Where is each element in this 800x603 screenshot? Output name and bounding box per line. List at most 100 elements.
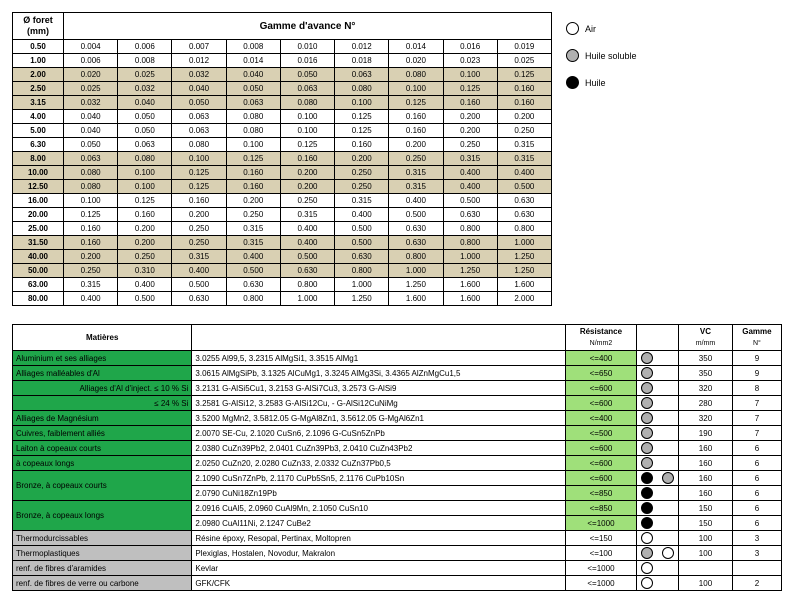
- feed-value-cell: 0.080: [226, 124, 280, 138]
- coolant2-header: [658, 325, 679, 351]
- vc-cell: 150: [679, 516, 733, 531]
- feed-value-cell: 0.250: [118, 250, 172, 264]
- feed-value-cell: 0.500: [172, 278, 226, 292]
- diameter-cell: 3.15: [13, 96, 64, 110]
- feed-value-cell: 0.630: [280, 264, 334, 278]
- coolant-secondary-cell: [658, 531, 679, 546]
- coolant-secondary-cell: [658, 426, 679, 441]
- material-name-cell: Alliages de Magnésium: [13, 411, 192, 426]
- coolant-primary-cell: [636, 411, 657, 426]
- feed-value-cell: 0.500: [280, 250, 334, 264]
- feed-value-cell: 0.800: [443, 236, 497, 250]
- feed-value-cell: 0.063: [118, 138, 172, 152]
- designation-cell: 2.0070 SE-Cu, 2.1020 CuSn6, 2.1096 G-CuS…: [192, 426, 566, 441]
- material-name-cell: Bronze, à copeaux longs: [13, 501, 192, 531]
- legend-soluble-label: Huile soluble: [585, 51, 637, 61]
- feed-header-diameter: Ø foret(mm): [13, 13, 64, 40]
- material-row: Laiton à copeaux courts2.0380 CuZn39Pb2,…: [13, 441, 782, 456]
- coolant-primary-cell: [636, 561, 657, 576]
- gamme-header: GammeN°: [732, 325, 781, 351]
- feed-value-cell: 0.080: [280, 96, 334, 110]
- coolant-primary-cell: [636, 501, 657, 516]
- feed-value-cell: 0.250: [335, 180, 389, 194]
- feed-row: 2.500.0250.0320.0400.0500.0630.0800.1000…: [13, 82, 552, 96]
- coolant-primary-cell: [636, 531, 657, 546]
- feed-value-cell: 1.250: [497, 250, 551, 264]
- coolant-secondary-cell: [658, 381, 679, 396]
- feed-value-cell: 0.160: [280, 152, 334, 166]
- gamme-cell: 6: [732, 516, 781, 531]
- diameter-cell: 10.00: [13, 166, 64, 180]
- coolant-primary-cell: [636, 546, 657, 561]
- oil-icon: [641, 517, 653, 529]
- feed-value-cell: 0.016: [443, 40, 497, 54]
- feed-row: 16.000.1000.1250.1600.2000.2500.3150.400…: [13, 194, 552, 208]
- feed-value-cell: 1.000: [443, 250, 497, 264]
- feed-value-cell: 0.006: [64, 54, 118, 68]
- feed-value-cell: 0.400: [280, 236, 334, 250]
- designation-cell: 2.0916 CuAl5, 2.0960 CuAl9Mn, 2.1050 CuS…: [192, 501, 566, 516]
- feed-value-cell: 1.250: [443, 264, 497, 278]
- gamme-cell: 3: [732, 531, 781, 546]
- coolant-secondary-cell: [658, 456, 679, 471]
- legend-oil-label: Huile: [585, 78, 606, 88]
- vc-cell: 150: [679, 501, 733, 516]
- designation-cell: 3.0615 AlMgSiPb, 3.1325 AlCuMg1, 3.3245 …: [192, 366, 566, 381]
- material-row: Alliages de Magnésium3.5200 MgMn2, 3.581…: [13, 411, 782, 426]
- feed-value-cell: 0.080: [64, 180, 118, 194]
- material-row: Aluminium et ses alliages3.0255 Al99,5, …: [13, 351, 782, 366]
- feed-value-cell: 0.315: [335, 194, 389, 208]
- feed-value-cell: 0.500: [226, 264, 280, 278]
- feed-value-cell: 1.600: [389, 292, 443, 306]
- feed-row: 2.000.0200.0250.0320.0400.0500.0630.0800…: [13, 68, 552, 82]
- feed-value-cell: 0.006: [118, 40, 172, 54]
- feed-value-cell: 0.063: [226, 96, 280, 110]
- feed-value-cell: 0.040: [118, 96, 172, 110]
- feed-value-cell: 2.000: [497, 292, 551, 306]
- gamme-cell: 9: [732, 366, 781, 381]
- resistance-cell: <=850: [566, 501, 637, 516]
- material-row: Bronze, à copeaux longs2.0916 CuAl5, 2.0…: [13, 501, 782, 516]
- air-icon: [641, 577, 653, 589]
- gamme-cell: 7: [732, 411, 781, 426]
- feed-value-cell: 0.250: [497, 124, 551, 138]
- coolant-primary-cell: [636, 441, 657, 456]
- feed-row: 0.500.0040.0060.0070.0080.0100.0120.0140…: [13, 40, 552, 54]
- feed-value-cell: 0.250: [172, 222, 226, 236]
- air-icon: [641, 532, 653, 544]
- diameter-cell: 16.00: [13, 194, 64, 208]
- feed-value-cell: 1.600: [497, 278, 551, 292]
- gamme-cell: 8: [732, 381, 781, 396]
- feed-value-cell: 0.025: [497, 54, 551, 68]
- air-icon: [662, 547, 674, 559]
- feed-value-cell: 0.014: [226, 54, 280, 68]
- feed-value-cell: 0.315: [172, 250, 226, 264]
- feed-value-cell: 0.100: [226, 138, 280, 152]
- feed-value-cell: 0.160: [497, 82, 551, 96]
- feed-value-cell: 0.100: [118, 166, 172, 180]
- feed-value-cell: 0.400: [118, 278, 172, 292]
- vc-cell: 100: [679, 546, 733, 561]
- gamme-cell: 2: [732, 576, 781, 591]
- material-row: Cuivres, faiblement alliés2.0070 SE-Cu, …: [13, 426, 782, 441]
- gamme-cell: 6: [732, 486, 781, 501]
- coolant-secondary-cell: [658, 396, 679, 411]
- feed-value-cell: 0.200: [443, 110, 497, 124]
- gamme-cell: 6: [732, 501, 781, 516]
- feed-value-cell: 0.004: [64, 40, 118, 54]
- feed-value-cell: 0.400: [64, 292, 118, 306]
- feed-row: 31.500.1600.2000.2500.3150.4000.5000.630…: [13, 236, 552, 250]
- material-name-cell: Laiton à copeaux courts: [13, 441, 192, 456]
- feed-value-cell: 0.016: [280, 54, 334, 68]
- feed-value-cell: 0.080: [64, 166, 118, 180]
- feed-value-cell: 0.100: [280, 110, 334, 124]
- feed-value-cell: 0.125: [280, 138, 334, 152]
- oil-icon: [566, 76, 579, 89]
- material-row: ThermoplastiquesPlexiglas, Hostalen, Nov…: [13, 546, 782, 561]
- vc-cell: 160: [679, 456, 733, 471]
- feed-value-cell: 0.400: [280, 222, 334, 236]
- sol-icon: [641, 547, 653, 559]
- coolant-primary-cell: [636, 471, 657, 486]
- feed-value-cell: 0.800: [226, 292, 280, 306]
- coolant-primary-cell: [636, 516, 657, 531]
